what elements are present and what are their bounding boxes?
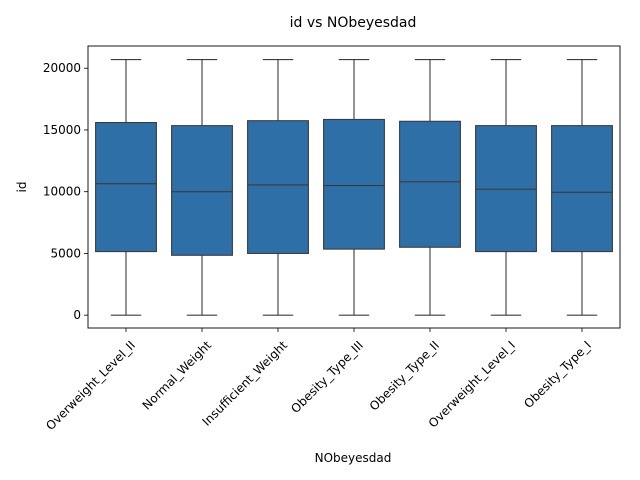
plot-frame [87, 45, 621, 329]
box-iqr [171, 125, 233, 256]
x-axis-label: NObeyesdad [315, 451, 392, 465]
box-iqr [323, 118, 385, 250]
x-tick-label: Obesity_Type_I [521, 338, 594, 411]
y-tick-label: 15000 [43, 123, 81, 137]
x-tick-label: Obesity_Type_III [288, 338, 366, 416]
y-axis-label: id [15, 182, 29, 193]
box-iqr [247, 120, 309, 254]
x-tick-label: Insufficient_Weight [200, 338, 291, 429]
y-tick-label: 0 [73, 308, 81, 322]
x-tick-label: Obesity_Type_II [367, 338, 442, 413]
box-iqr [95, 121, 157, 253]
x-tick-label: Normal_Weight [140, 338, 215, 413]
y-tick-label: 10000 [43, 185, 81, 199]
y-tick-label: 20000 [43, 61, 81, 75]
plot-area: 0 5000 10000 15000 20000 Overweight_Level_II N… [43, 45, 621, 433]
chart-title: id vs NObeyesdad [290, 15, 417, 31]
box-iqr [475, 125, 537, 253]
box-iqr [399, 120, 461, 248]
x-tick-label: Overweight_Level_I [426, 338, 518, 430]
x-tick-label: Overweight_Level_II [43, 338, 138, 433]
y-tick-label: 5000 [50, 246, 81, 260]
box-iqr [551, 125, 613, 253]
